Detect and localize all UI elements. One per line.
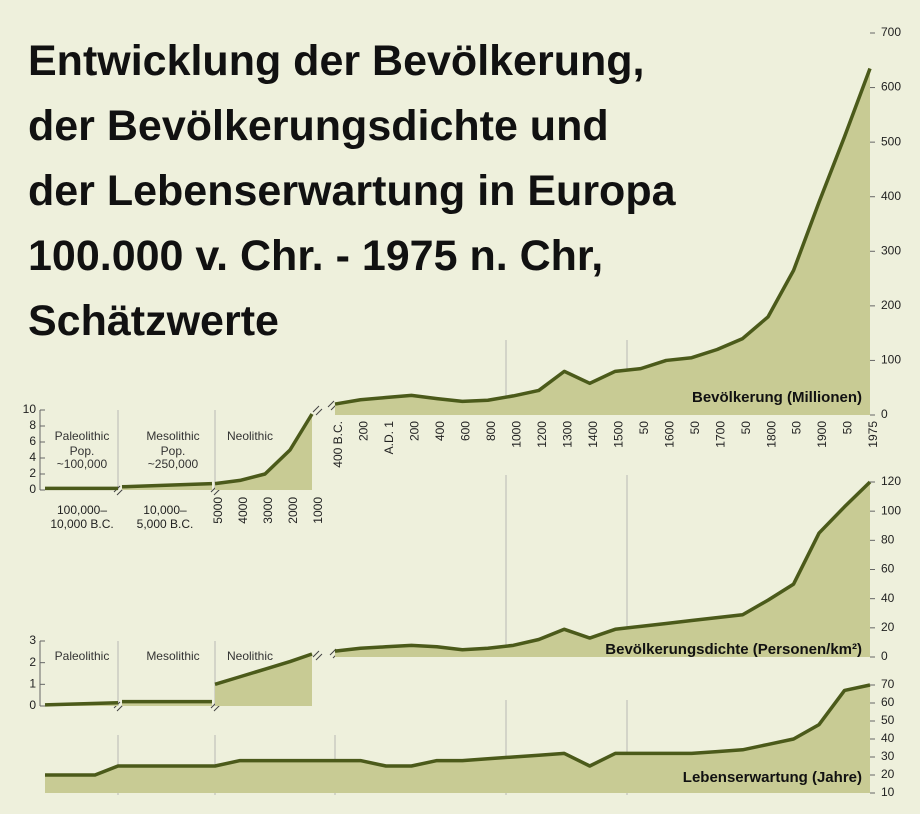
area-fill [45,685,870,793]
x-tick-label: 1975 [866,421,880,448]
y-tick-label: 60 [881,562,895,576]
series-label: Bevölkerungsdichte (Personen/km²) [605,641,862,658]
period-label: Mesolithic [146,649,199,663]
period-range: 10,000– [143,503,187,517]
period-note: Pop. [161,444,186,458]
x-tick-label: 50 [841,421,855,435]
period-label: Neolithic [227,649,273,663]
period-label: Neolithic [227,429,273,443]
period-label: Mesolithic [146,429,199,443]
x-tick-label: 1200 [535,421,549,448]
y-tick-label: 10 [881,785,895,799]
y-tick-label: 4 [29,450,36,464]
x-tick-label: 50 [739,421,753,435]
y-tick-label: 2 [29,655,36,669]
y-tick-label: 0 [881,649,888,663]
y-tick-label: 200 [881,298,901,312]
x-tick-label: 1800 [764,421,778,448]
y-tick-label: 60 [881,695,895,709]
y-tick-label: 40 [881,591,895,605]
x-tick-label: 800 [484,421,498,441]
y-tick-label: 10 [23,402,37,416]
y-tick-label: 50 [881,713,895,727]
y-tick-label: 0 [881,407,888,421]
y-tick-label: 400 [881,189,901,203]
x-tick-label: 1500 [611,421,625,448]
period-range: 100,000– [57,503,107,517]
series-label: Lebenserwartung (Jahre) [683,769,862,786]
y-tick-label: 20 [881,767,895,781]
y-tick-label: 700 [881,25,901,39]
y-tick-label: 70 [881,677,895,691]
y-tick-label: 2 [29,466,36,480]
x-tick-label: 1000 [510,421,524,448]
x-tick-label: 1000 [311,497,325,524]
title-line: 100.000 v. Chr. - 1975 n. Chr, [28,232,603,280]
y-tick-label: 1 [29,677,36,691]
line [334,67,872,406]
x-tick-label: 1600 [662,421,676,448]
period-range: 5,000 B.C. [137,517,194,531]
title-line: der Lebenserwartung in Europa [28,167,677,215]
line [334,480,872,653]
y-tick-label: 0 [29,482,36,496]
title-line: Schätzwerte [28,297,279,345]
x-tick-label: 3000 [261,497,275,524]
y-tick-label: 80 [881,533,895,547]
period-range: 10,000 B.C. [50,517,113,531]
x-tick-label: 1900 [815,421,829,448]
y-tick-label: 8 [29,418,36,432]
x-tick-label: 400 B.C. [331,421,345,468]
x-tick-label: 1300 [560,421,574,448]
line [45,683,871,777]
series-label: Bevölkerung (Millionen) [692,389,862,406]
x-tick-label: 50 [637,421,651,435]
line [121,481,213,489]
x-tick-label: A.D. 1 [382,421,396,455]
y-tick-label: 600 [881,80,901,94]
line [214,413,314,486]
title-line: der Bevölkerungsdichte und [28,102,609,150]
y-tick-label: 300 [881,243,901,257]
x-tick-label: 200 [408,421,422,441]
area-fill [215,654,312,706]
x-tick-label: 400 [433,421,447,441]
period-note: ~250,000 [148,457,199,471]
line [44,701,119,707]
line [214,652,313,687]
y-tick-label: 100 [881,503,901,517]
x-tick-label: 50 [688,421,702,435]
period-label: Paleolithic [55,649,110,663]
y-tick-label: 0 [29,698,36,712]
x-tick-label: 600 [459,421,473,441]
x-tick-label: 50 [790,421,804,435]
y-tick-label: 500 [881,134,901,148]
y-tick-label: 3 [29,633,36,647]
y-tick-label: 6 [29,434,36,448]
x-tick-label: 1700 [713,421,727,448]
y-tick-label: 120 [881,474,901,488]
y-tick-label: 20 [881,620,895,634]
area-fill [335,68,870,415]
x-tick-label: 200 [357,421,371,441]
x-tick-label: 4000 [236,497,250,524]
y-tick-label: 30 [881,749,895,763]
x-tick-label: 1400 [586,421,600,448]
period-note: Pop. [70,444,95,458]
area-fill [215,414,312,490]
y-tick-label: 100 [881,353,901,367]
area-fill [335,482,870,657]
y-tick-label: 40 [881,731,895,745]
x-tick-label: 2000 [286,497,300,524]
period-label: Paleolithic [55,429,110,443]
x-tick-label: 5000 [211,497,225,524]
period-note: ~100,000 [57,457,108,471]
title-line: Entwicklung der Bevölkerung, [28,37,644,85]
